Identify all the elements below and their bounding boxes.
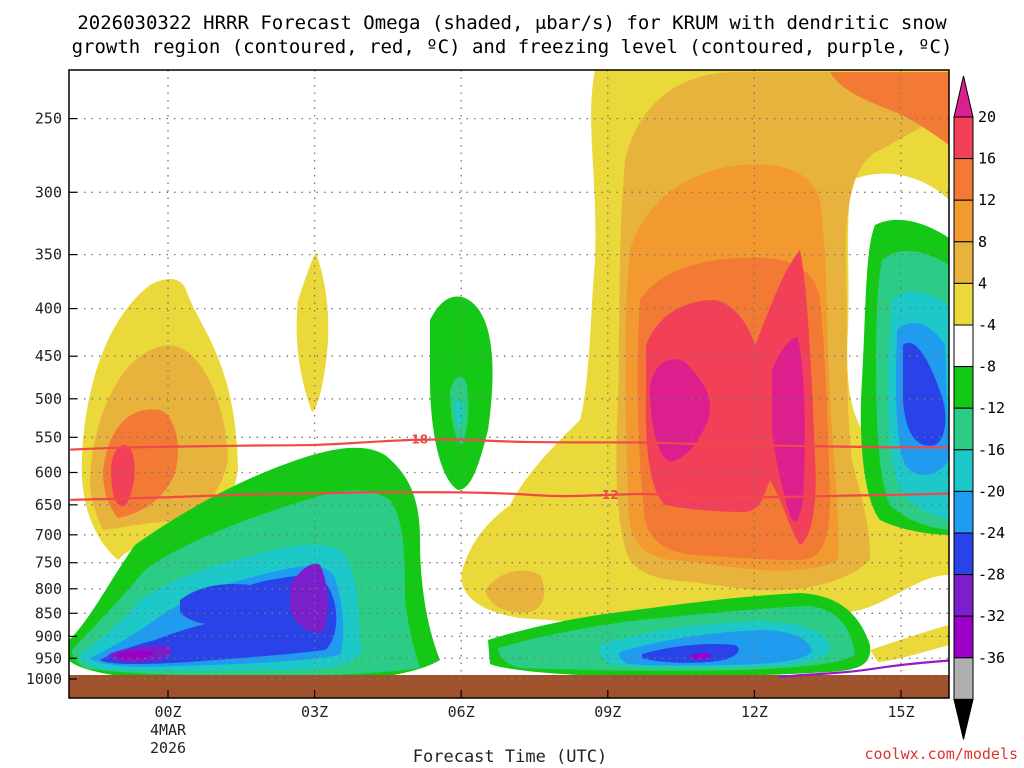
dendritic-growth-bottom-contour [70, 491, 949, 501]
colorbar-label: -8 [978, 358, 996, 376]
x-axis-label: Forecast Time (UTC) [413, 747, 607, 767]
x-tick-date: 4MAR [150, 721, 187, 739]
omega-shaded-field: -18 -12 [69, 70, 949, 698]
x-tick-label: 15Z [887, 703, 914, 721]
y-tick-label: 850 [35, 604, 62, 622]
y-tick-label: 500 [35, 390, 62, 408]
chart-title-line-2: growth region (contoured, red, ºC) and f… [72, 36, 953, 58]
y-tick-label: 250 [35, 110, 62, 128]
colorbar-top-arrow [953, 75, 974, 118]
colorbar-label: -20 [978, 482, 1005, 500]
colorbar-label: -36 [978, 649, 1005, 667]
y-tick-label: 550 [35, 428, 62, 446]
freezing-level-contour [778, 659, 949, 679]
colorbar: 20 16 12 8 4 -4 -8 -12 -16 -20 -24 -28 -32 -36 [953, 75, 1005, 740]
colorbar-segment [953, 158, 974, 201]
dendritic-growth-top-contour [70, 438, 949, 451]
y-tick-label: 950 [35, 649, 62, 667]
colorbar-segment [953, 282, 974, 326]
colorbar-label: 12 [978, 191, 996, 209]
colorbar-label: -12 [978, 399, 1005, 417]
y-tick-label: 650 [35, 496, 62, 514]
credit-text: coolwx.com/models [864, 745, 1018, 763]
colorbar-label: 4 [978, 274, 987, 292]
y-tick-label: 600 [35, 463, 62, 481]
x-tick-label: 06Z [448, 703, 475, 721]
colorbar-label: 8 [978, 233, 987, 251]
x-tick-label: 09Z [594, 703, 621, 721]
colorbar-segment [953, 532, 974, 576]
colorbar-segment [953, 657, 974, 700]
x-tick-year: 2026 [150, 739, 186, 757]
colorbar-label: -4 [978, 316, 996, 334]
colorbar-label: 20 [978, 108, 996, 126]
colorbar-segment [953, 199, 974, 243]
y-tick-label: 400 [35, 300, 62, 318]
y-tick-label: 700 [35, 526, 62, 544]
colorbar-label: -28 [978, 566, 1005, 584]
colorbar-bottom-arrow [953, 698, 974, 740]
y-tick-label: 350 [35, 246, 62, 264]
colorbar-segment [953, 490, 974, 534]
colorbar-segment [953, 324, 974, 368]
x-tick-label: 00Z [154, 703, 181, 721]
colorbar-segment [953, 615, 974, 659]
x-tick-label: 12Z [741, 703, 768, 721]
y-tick-label: 750 [35, 554, 62, 572]
ground-surface [69, 675, 949, 698]
y-tick-label: 800 [35, 580, 62, 598]
colorbar-segment [953, 241, 974, 284]
y-tick-label: 300 [35, 183, 62, 201]
y-tick-label: 450 [35, 347, 62, 365]
y-tick-label: 900 [35, 627, 62, 645]
colorbar-label: -24 [978, 524, 1005, 542]
colorbar-label: -16 [978, 441, 1005, 459]
x-tick-label: 03Z [301, 703, 328, 721]
colorbar-segment [953, 574, 974, 617]
colorbar-segment [953, 116, 974, 160]
colorbar-segment [953, 407, 974, 451]
y-tick-label: 1000 [26, 670, 62, 688]
chart-title-line-1: 2026030322 HRRR Forecast Omega (shaded, … [77, 12, 947, 34]
colorbar-segment [953, 449, 974, 492]
colorbar-label: 16 [978, 150, 996, 168]
colorbar-label: -32 [978, 607, 1005, 625]
dendritic-growth-top-label: -18 [406, 433, 428, 447]
colorbar-segment [953, 366, 974, 409]
dendritic-growth-bottom-label: -12 [597, 488, 619, 502]
